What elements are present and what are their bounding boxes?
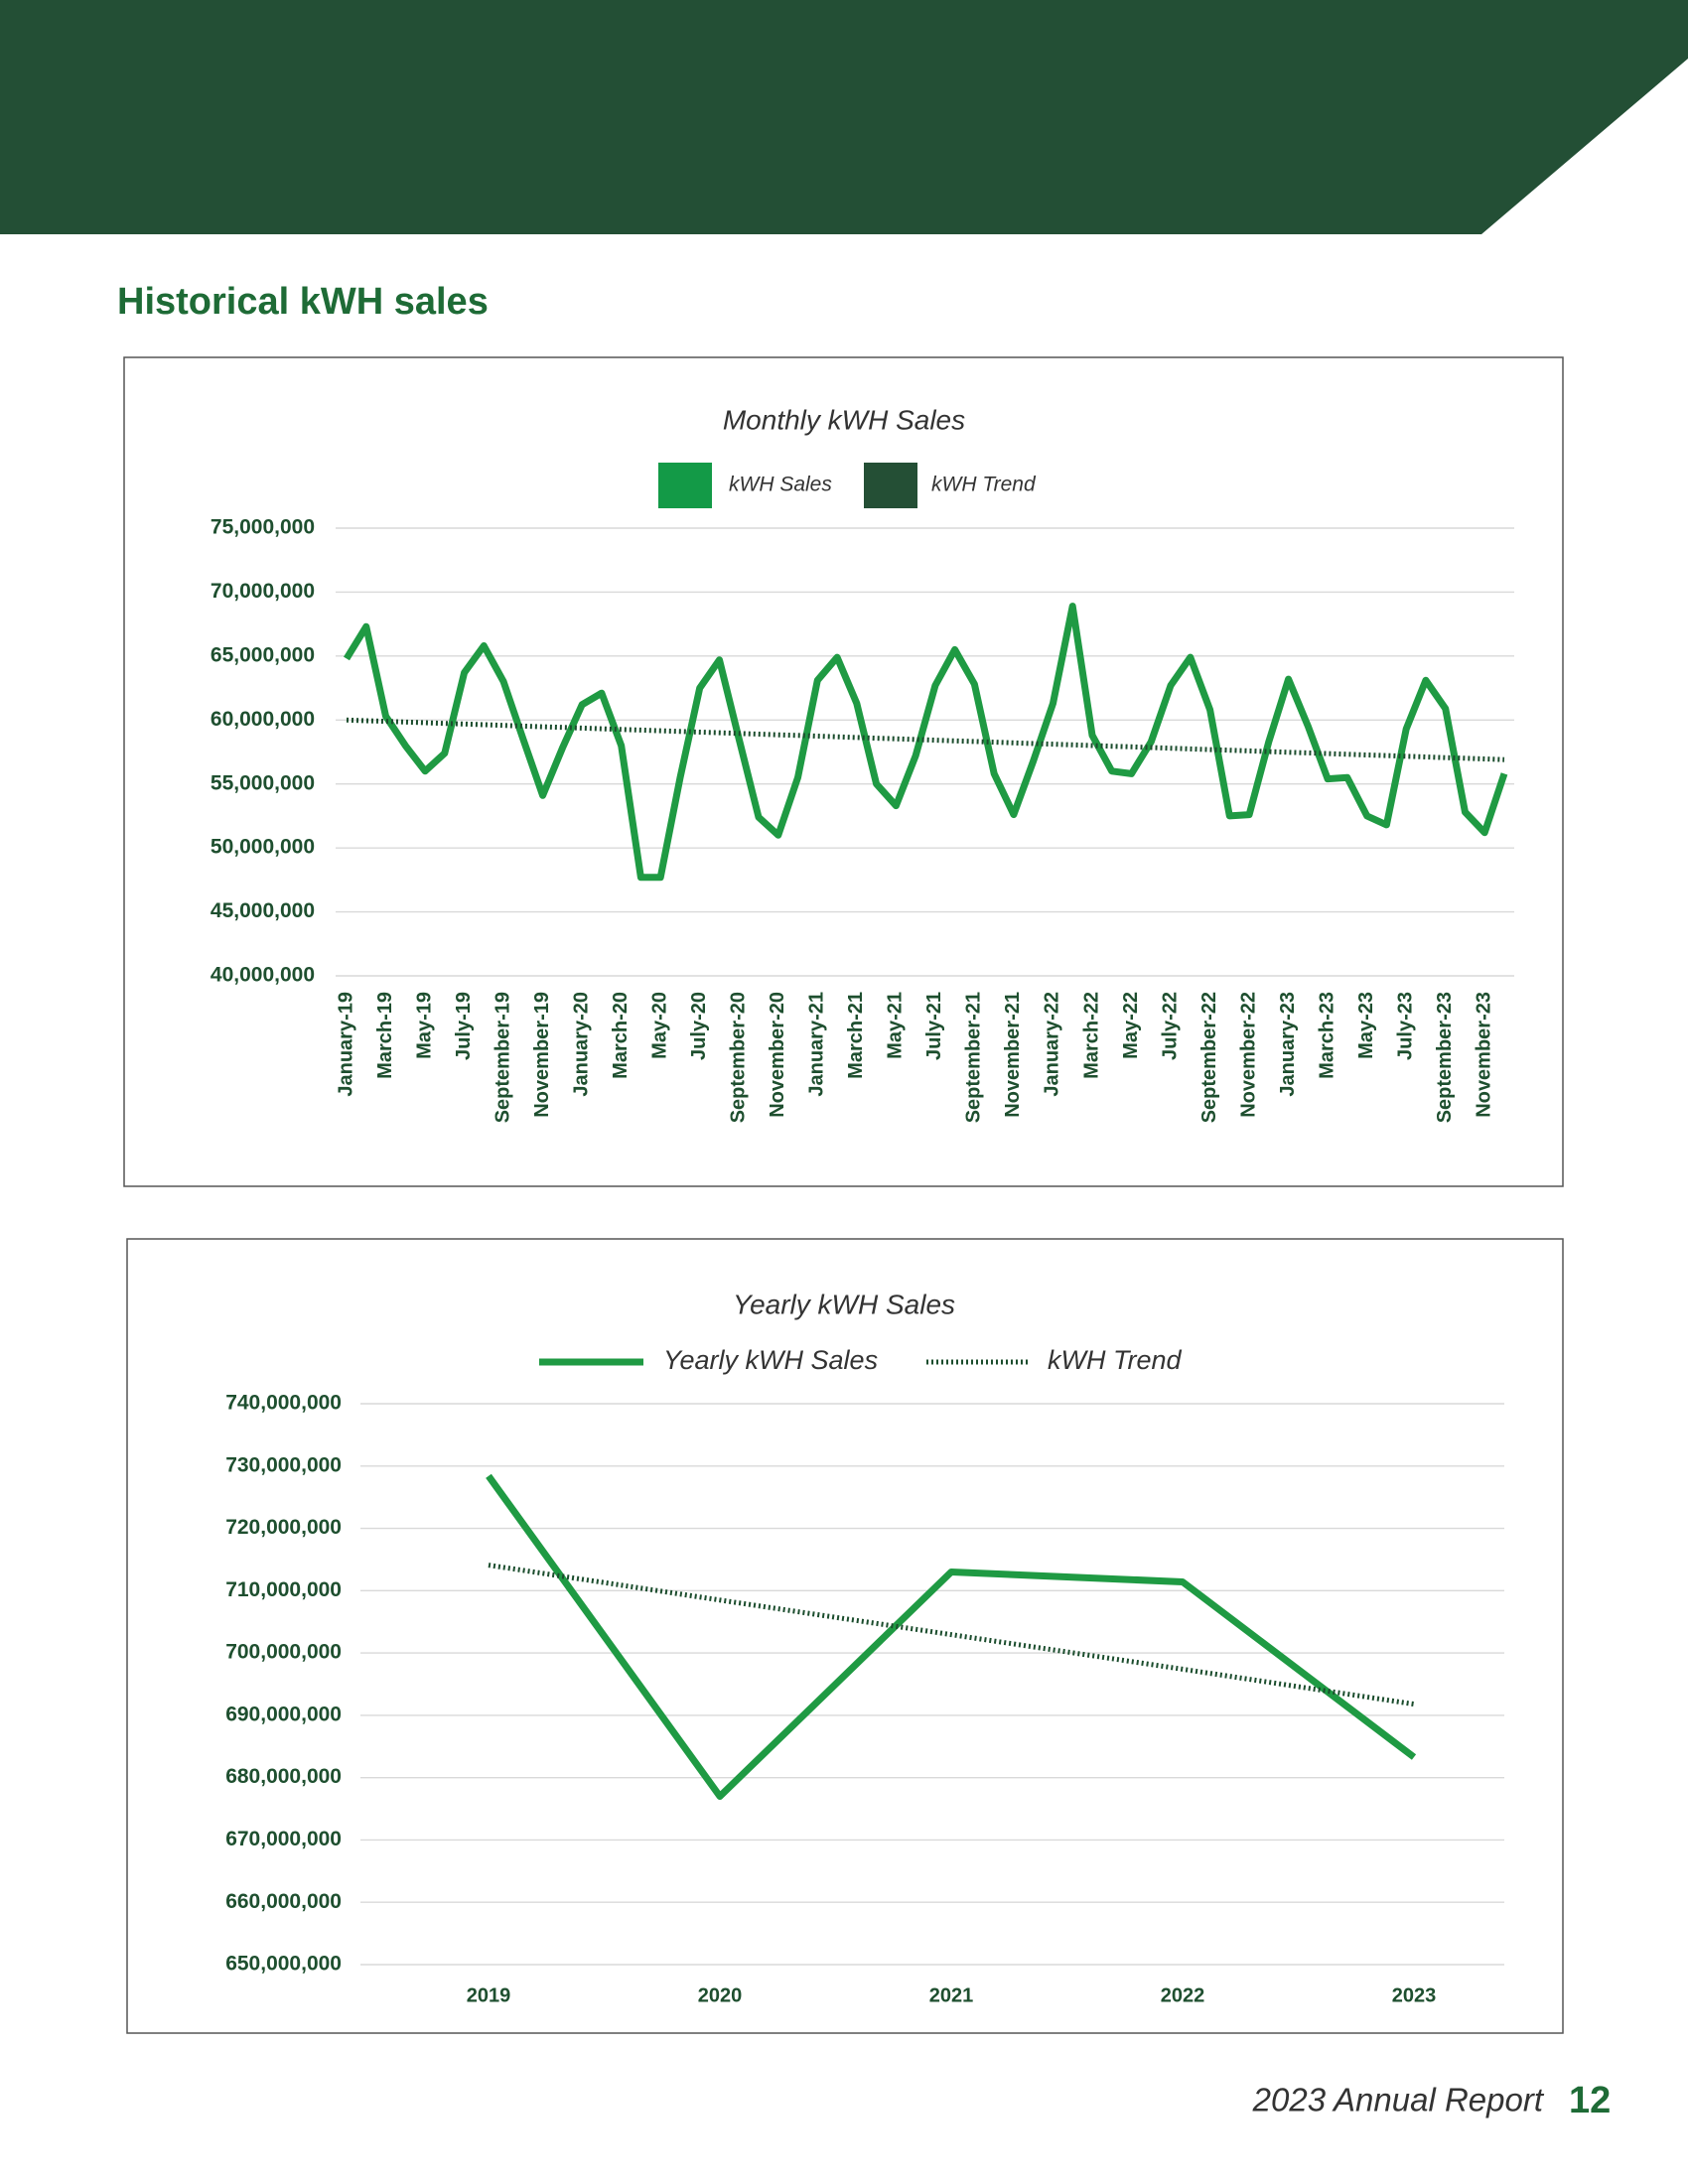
x-tick-label: May-23: [1355, 992, 1377, 1059]
x-tick-label: March-23: [1316, 992, 1337, 1079]
x-tick-label: November-19: [531, 992, 553, 1118]
legend-label: kWH Trend: [1048, 1345, 1182, 1375]
x-tick-label: November-23: [1474, 992, 1495, 1118]
x-tick-label: September-19: [492, 992, 513, 1123]
x-tick-label: January-23: [1277, 992, 1299, 1097]
page-number: 12: [1569, 2080, 1611, 2121]
x-tick-label: January-21: [806, 992, 828, 1097]
x-tick-label: 2019: [467, 1984, 511, 2006]
x-tick-label: March-22: [1080, 992, 1102, 1079]
x-tick-label: September-22: [1198, 992, 1220, 1123]
y-tick-label: 45,000,000: [211, 899, 315, 922]
legend-label: kWH Trend: [931, 474, 1037, 496]
y-tick-label: 670,000,000: [225, 1828, 342, 1850]
x-tick-label: May-20: [648, 992, 670, 1059]
x-tick-label: January-22: [1042, 992, 1063, 1097]
y-tick-label: 60,000,000: [211, 708, 315, 731]
legend-label: kWH Sales: [729, 474, 832, 496]
chart-frame: [126, 1238, 1564, 2034]
x-tick-label: September-21: [963, 992, 985, 1123]
legend-swatch: [864, 463, 917, 508]
chart-title: Yearly kWH Sales: [733, 1289, 955, 1319]
x-tick-label: March-21: [845, 992, 867, 1079]
x-tick-label: May-19: [413, 992, 435, 1059]
y-tick-label: 730,000,000: [225, 1453, 342, 1476]
y-tick-label: 700,000,000: [225, 1641, 342, 1664]
x-tick-label: January-19: [335, 992, 356, 1097]
y-tick-label: 70,000,000: [211, 580, 315, 603]
x-tick-label: July-19: [453, 992, 475, 1060]
x-tick-label: July-22: [1159, 992, 1181, 1060]
data-line: [486, 1473, 1417, 1800]
chart-title: Monthly kWH Sales: [723, 404, 965, 435]
x-tick-label: March-20: [610, 992, 632, 1079]
y-tick-label: 740,000,000: [225, 1392, 342, 1415]
y-tick-label: 65,000,000: [211, 643, 315, 666]
x-tick-label: March-19: [374, 992, 396, 1079]
footer-report: 2023 Annual Report: [1252, 2082, 1545, 2118]
x-tick-label: July-21: [923, 992, 945, 1060]
x-tick-label: 2022: [1161, 1984, 1205, 2006]
x-tick-label: 2020: [698, 1984, 743, 2006]
legend-label: Yearly kWH Sales: [663, 1345, 878, 1375]
data-line: [344, 603, 1508, 882]
header-banner: [0, 0, 1688, 234]
x-tick-label: September-20: [728, 992, 750, 1123]
x-tick-label: May-22: [1120, 992, 1142, 1059]
x-tick-label: January-20: [570, 992, 592, 1097]
x-tick-label: November-21: [1002, 992, 1024, 1118]
x-tick-label: November-22: [1237, 992, 1259, 1118]
y-tick-label: 50,000,000: [211, 836, 315, 859]
x-tick-label: May-21: [885, 992, 907, 1059]
x-tick-label: 2023: [1392, 1984, 1437, 2006]
x-tick-label: July-23: [1394, 992, 1416, 1060]
x-tick-label: September-23: [1434, 992, 1456, 1123]
x-tick-label: July-20: [688, 992, 710, 1060]
y-tick-label: 660,000,000: [225, 1890, 342, 1913]
y-tick-label: 710,000,000: [225, 1578, 342, 1601]
y-tick-label: 75,000,000: [211, 516, 315, 539]
y-tick-label: 650,000,000: [225, 1953, 342, 1976]
y-tick-label: 690,000,000: [225, 1703, 342, 1725]
y-tick-label: 40,000,000: [211, 964, 315, 987]
x-tick-label: November-20: [767, 992, 788, 1118]
legend-swatch: [658, 463, 712, 508]
y-tick-label: 720,000,000: [225, 1516, 342, 1539]
data-line: [488, 1563, 1415, 1707]
y-tick-label: 680,000,000: [225, 1765, 342, 1788]
page-heading: Historical kWH sales: [117, 281, 489, 323]
x-tick-label: 2021: [929, 1984, 974, 2006]
y-tick-label: 55,000,000: [211, 771, 315, 794]
